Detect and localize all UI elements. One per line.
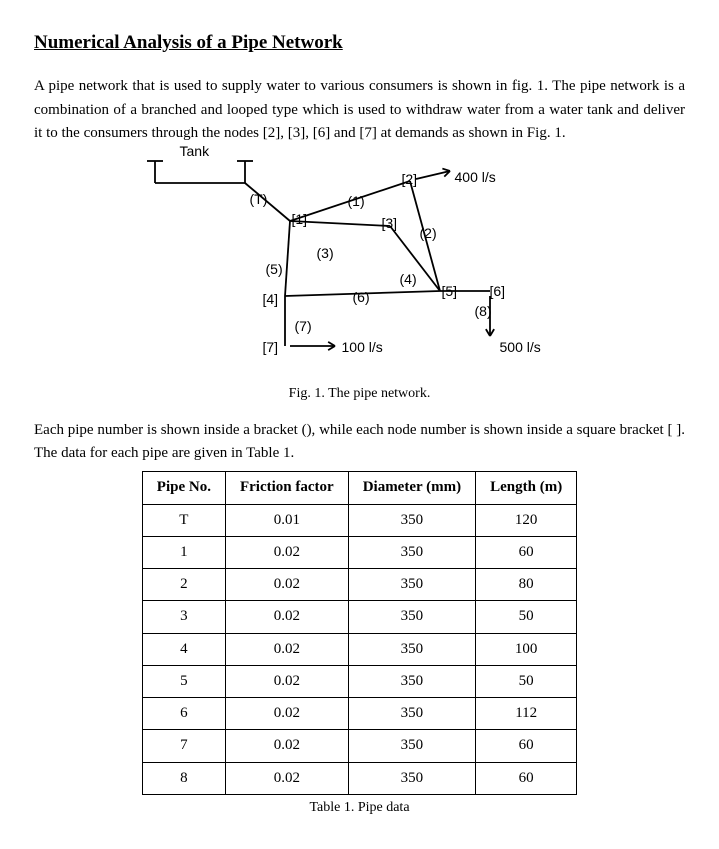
pipe-label-3: (3) — [317, 243, 334, 265]
table-cell: 350 — [348, 665, 475, 697]
table-cell: 0.02 — [225, 698, 348, 730]
node-label-4: [4] — [263, 289, 279, 311]
node-label-7: [7] — [263, 337, 279, 359]
table-cell: 120 — [476, 504, 577, 536]
table-cell: 60 — [476, 730, 577, 762]
table-header: Diameter (mm) — [348, 472, 475, 504]
table-cell: 0.02 — [225, 730, 348, 762]
table-cell: 350 — [348, 536, 475, 568]
table-cell: 50 — [476, 665, 577, 697]
pipe-label-4: (4) — [400, 269, 417, 291]
node-label-6: [6] — [490, 281, 506, 303]
node-label-5: [5] — [442, 281, 458, 303]
pipe-label-1: (1) — [348, 191, 365, 213]
table-cell: 350 — [348, 762, 475, 794]
table-cell: 7 — [142, 730, 225, 762]
pipe-label-T: (T) — [250, 189, 268, 211]
table-cell: 2 — [142, 569, 225, 601]
table-cell: 4 — [142, 633, 225, 665]
table-caption: Table 1. Pipe data — [34, 797, 685, 819]
table-header: Pipe No. — [142, 472, 225, 504]
table-row: 30.0235050 — [142, 601, 576, 633]
table-cell: 350 — [348, 569, 475, 601]
table-cell: 112 — [476, 698, 577, 730]
table-row: 60.02350112 — [142, 698, 576, 730]
pipe-label-5: (5) — [266, 259, 283, 281]
table-cell: 0.02 — [225, 569, 348, 601]
demand-node6: 500 l/s — [500, 337, 541, 359]
figure-caption: Fig. 1. The pipe network. — [34, 383, 685, 405]
table-cell: 80 — [476, 569, 577, 601]
pipe-label-7: (7) — [295, 316, 312, 338]
table-row: 40.02350100 — [142, 633, 576, 665]
pipe-data-table: Pipe No.Friction factorDiameter (mm)Leng… — [142, 471, 577, 795]
table-cell: 100 — [476, 633, 577, 665]
node-label-1: [1] — [292, 209, 308, 231]
page-title: Numerical Analysis of a Pipe Network — [34, 28, 685, 57]
table-cell: 60 — [476, 762, 577, 794]
intro-paragraph: A pipe network that is used to supply wa… — [34, 75, 685, 145]
table-cell: 350 — [348, 504, 475, 536]
table-intro-paragraph: Each pipe number is shown inside a brack… — [34, 419, 685, 466]
table-cell: 0.01 — [225, 504, 348, 536]
pipe-label-8: (8) — [475, 301, 492, 323]
demand-node7: 100 l/s — [342, 337, 383, 359]
table-cell: 0.02 — [225, 536, 348, 568]
pipe-label-6: (6) — [353, 287, 370, 309]
table-cell: 5 — [142, 665, 225, 697]
node-label-2: [2] — [402, 169, 418, 191]
table-cell: 3 — [142, 601, 225, 633]
demand-node2: 400 l/s — [455, 167, 496, 189]
table-cell: 350 — [348, 730, 475, 762]
table-cell: 350 — [348, 698, 475, 730]
table-cell: 350 — [348, 601, 475, 633]
table-cell: 6 — [142, 698, 225, 730]
pipe-network-figure: Tank (T) (1) (2) (3) (4) (5) (6) (7) (8)… — [120, 151, 600, 381]
table-cell: 1 — [142, 536, 225, 568]
table-header: Length (m) — [476, 472, 577, 504]
table-row: 80.0235060 — [142, 762, 576, 794]
table-cell: 8 — [142, 762, 225, 794]
table-row: 20.0235080 — [142, 569, 576, 601]
table-row: 50.0235050 — [142, 665, 576, 697]
table-cell: 60 — [476, 536, 577, 568]
table-cell: 0.02 — [225, 633, 348, 665]
table-cell: 0.02 — [225, 762, 348, 794]
table-cell: T — [142, 504, 225, 536]
table-header: Friction factor — [225, 472, 348, 504]
node-label-3: [3] — [382, 213, 398, 235]
table-cell: 0.02 — [225, 665, 348, 697]
table-row: T0.01350120 — [142, 504, 576, 536]
table-cell: 350 — [348, 633, 475, 665]
tank-label: Tank — [180, 141, 210, 163]
table-cell: 0.02 — [225, 601, 348, 633]
table-row: 10.0235060 — [142, 536, 576, 568]
pipe-label-2: (2) — [420, 223, 437, 245]
table-cell: 50 — [476, 601, 577, 633]
table-row: 70.0235060 — [142, 730, 576, 762]
